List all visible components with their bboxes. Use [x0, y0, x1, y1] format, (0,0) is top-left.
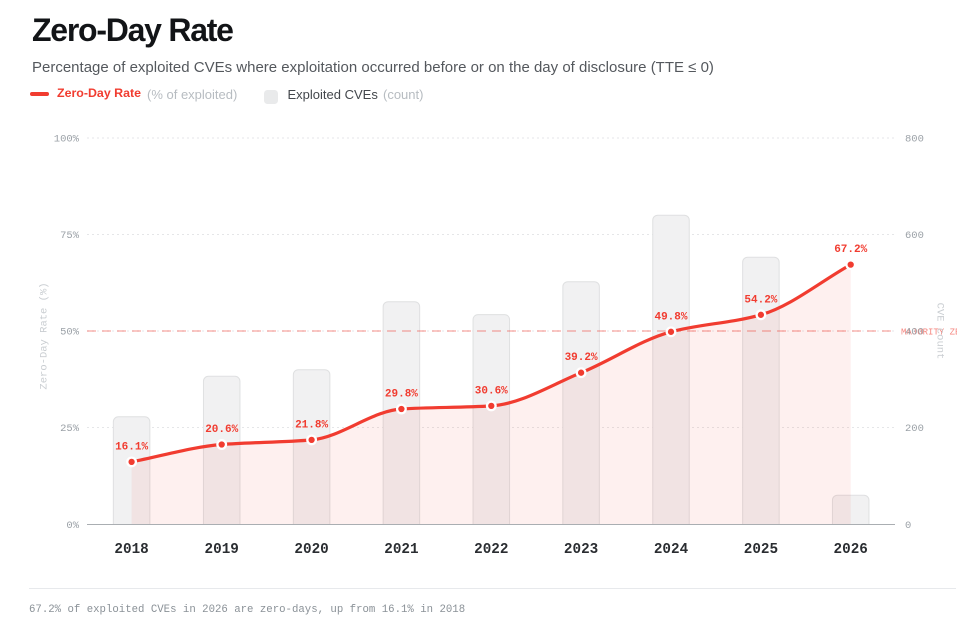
svg-text:2018: 2018	[114, 542, 148, 558]
svg-text:800: 800	[905, 134, 924, 146]
svg-text:75%: 75%	[60, 230, 80, 242]
svg-text:54.2%: 54.2%	[744, 294, 777, 306]
svg-text:2024: 2024	[654, 542, 689, 558]
svg-text:200: 200	[905, 423, 924, 435]
svg-text:2021: 2021	[384, 542, 418, 558]
svg-text:2020: 2020	[294, 542, 328, 558]
svg-text:21.8%: 21.8%	[295, 419, 328, 431]
svg-text:67.2%: 67.2%	[834, 244, 867, 256]
svg-text:2022: 2022	[474, 542, 508, 558]
svg-text:400: 400	[905, 327, 924, 339]
svg-text:16.1%: 16.1%	[115, 441, 148, 453]
svg-text:2025: 2025	[744, 542, 778, 558]
svg-text:0%: 0%	[66, 520, 79, 532]
svg-text:Zero-Day Rate (%): Zero-Day Rate (%)	[39, 282, 51, 389]
svg-text:50%: 50%	[60, 327, 80, 339]
svg-text:39.2%: 39.2%	[565, 352, 598, 364]
svg-text:0: 0	[905, 520, 911, 532]
svg-text:29.8%: 29.8%	[385, 389, 418, 401]
svg-text:MAJORITY ZERO-DAY: MAJORITY ZERO-DAY	[901, 328, 977, 338]
svg-text:2026: 2026	[834, 542, 868, 558]
svg-text:CVE count: CVE count	[934, 303, 946, 360]
svg-text:600: 600	[905, 230, 924, 242]
svg-text:49.8%: 49.8%	[654, 311, 687, 323]
svg-text:30.6%: 30.6%	[475, 385, 508, 397]
svg-text:20.6%: 20.6%	[205, 424, 238, 436]
svg-text:2019: 2019	[205, 542, 239, 558]
svg-text:25%: 25%	[60, 423, 80, 435]
svg-text:2023: 2023	[564, 542, 598, 558]
svg-text:100%: 100%	[54, 134, 80, 146]
